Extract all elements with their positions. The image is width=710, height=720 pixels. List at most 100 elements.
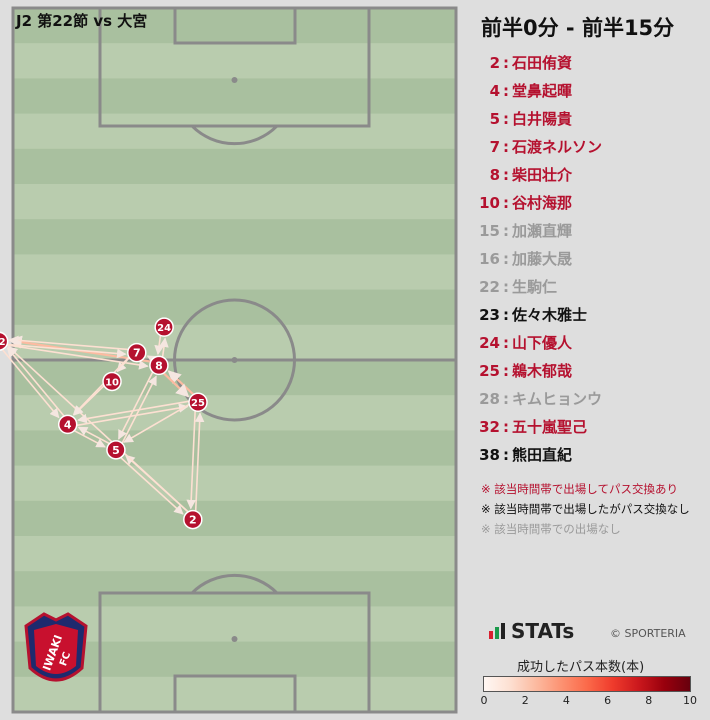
pitch-stripe [13, 430, 456, 467]
player-row: 7: 石渡ネルソン [478, 136, 698, 164]
pitch-stripe [13, 184, 456, 220]
player-name: 堂鼻起暉 [512, 82, 573, 100]
player-name: 生駒仁 [512, 278, 558, 296]
player-row: 5: 白井陽貴 [478, 108, 698, 136]
legend-notes: ※ 該当時間帯で出場してパス交換あり ※ 該当時間帯で出場したがパス交換なし ※ 該… [481, 482, 690, 542]
player-node: 8 [149, 355, 169, 376]
player-number: 4 [489, 82, 500, 100]
player-row: 38: 熊田直紀 [478, 444, 698, 472]
legend-note: ※ 該当時間帯での出場なし [481, 522, 621, 536]
player-node-label: 24 [157, 323, 171, 334]
player-row: 15: 加瀬直輝 [478, 220, 698, 248]
player-name: 山下優人 [512, 334, 573, 352]
pass-edge [74, 430, 106, 448]
player-name: 熊田直紀 [512, 446, 573, 464]
separator: : [503, 166, 509, 184]
legend-note: ※ 該当時間帯で出場してパス交換あり [481, 482, 678, 496]
pass-edge [7, 343, 127, 359]
player-row: 25: 鵜木郁哉 [478, 360, 698, 388]
bottom-penalty-spot [231, 636, 238, 642]
separator: : [503, 278, 509, 296]
pass-edge [1, 349, 60, 419]
pitch-stripe [13, 254, 456, 291]
pass-edge [77, 400, 189, 424]
player-node-label: 8 [155, 359, 163, 372]
player-node: 4 [57, 414, 78, 435]
player-number: 32 [479, 418, 500, 436]
player-node-label: 7 [133, 347, 141, 360]
top-goal-area [173, 6, 297, 45]
player-node: 2 [183, 509, 203, 530]
period-title: 前半0分 - 前半15分 [481, 16, 675, 40]
player-node: 10 [102, 371, 122, 392]
stats-logo: STATs [489, 619, 574, 643]
pass-edge [123, 403, 190, 443]
bottom-goal-area [173, 674, 297, 714]
club-badge-icon: IWAKI FC [24, 612, 88, 682]
pitch-stripe [13, 641, 456, 678]
player-number: 22 [479, 278, 500, 296]
player-name: 白井陽貴 [512, 110, 573, 128]
pitch-stripe [13, 676, 456, 713]
separator: : [503, 362, 509, 380]
pitch-stripe [13, 571, 456, 607]
player-number: 8 [489, 166, 500, 184]
pitch-stripes [13, 8, 456, 713]
player-node: 32 [0, 331, 9, 351]
player-number: 28 [479, 390, 500, 408]
player-name: 谷村海那 [512, 194, 573, 212]
player-number: 38 [479, 446, 500, 464]
pass-edge [194, 412, 205, 511]
pitch-stripe [13, 8, 456, 44]
player-row: 23: 佐々木雅士 [478, 304, 698, 332]
colorbar-label: 成功したパス本数(本) [517, 660, 645, 675]
top-penalty-spot [231, 77, 238, 83]
player-number: 23 [479, 306, 500, 324]
badge-text-fc: FC [58, 651, 73, 668]
pitch-stripe [13, 219, 456, 255]
player-node-label: 32 [0, 337, 6, 348]
pitch-stripe [13, 324, 456, 361]
separator: : [503, 334, 509, 352]
player-name: 加瀬直輝 [512, 222, 573, 240]
colorbar-tick: 8 [645, 694, 653, 707]
player-row: 22: 生駒仁 [478, 276, 698, 304]
player-node: 24 [154, 317, 174, 337]
player-row: 4: 堂鼻起暉 [478, 80, 698, 108]
player-number: 10 [479, 194, 500, 212]
player-row: 24: 山下優人 [478, 332, 698, 360]
legend-note: ※ 該当時間帯で出場したがパス交換なし [481, 502, 690, 516]
player-node-circle [106, 440, 126, 460]
player-node-label: 2 [189, 514, 197, 527]
player-list: 2: 石田侑資 4: 堂鼻起暉 5: 白井陽貴 7: 石渡ネルソン 8: 柴田壮介 10: 谷村海那 1… [478, 52, 698, 472]
colorbar-tick: 2 [521, 694, 529, 707]
player-row: 28: キムヒョンウ [478, 388, 698, 416]
colorbar-tick: 6 [604, 694, 612, 707]
separator: : [503, 194, 509, 212]
player-name: 鵜木郁哉 [512, 362, 573, 380]
player-row: 2: 石田侑資 [478, 52, 698, 80]
separator: : [503, 250, 509, 268]
pass-edge [7, 347, 65, 417]
pitch-spots [231, 77, 238, 642]
separator: : [503, 54, 509, 72]
separator: : [503, 390, 509, 408]
player-row: 16: 加藤大晟 [478, 248, 698, 276]
separator: : [503, 306, 509, 324]
pass-edge [159, 337, 169, 357]
colorbar-tick: 0 [480, 694, 488, 707]
center-spot [231, 357, 238, 363]
stats-logo-text: STATs [511, 619, 575, 643]
pass-edge [73, 385, 105, 416]
player-node-circle [127, 342, 147, 363]
match-title: J2 第22節 vs 大宮 [16, 12, 148, 30]
player-number: 2 [489, 54, 500, 72]
player-node: 5 [106, 440, 126, 460]
player-name: 佐々木雅士 [512, 306, 588, 324]
player-name: 石田侑資 [512, 54, 573, 72]
sporteria-credit: © SPORTERIA [610, 627, 686, 640]
player-node-circle [57, 414, 78, 435]
player-node: 7 [127, 342, 147, 363]
pass-edge [186, 411, 196, 510]
pitch-stripe [13, 289, 456, 326]
